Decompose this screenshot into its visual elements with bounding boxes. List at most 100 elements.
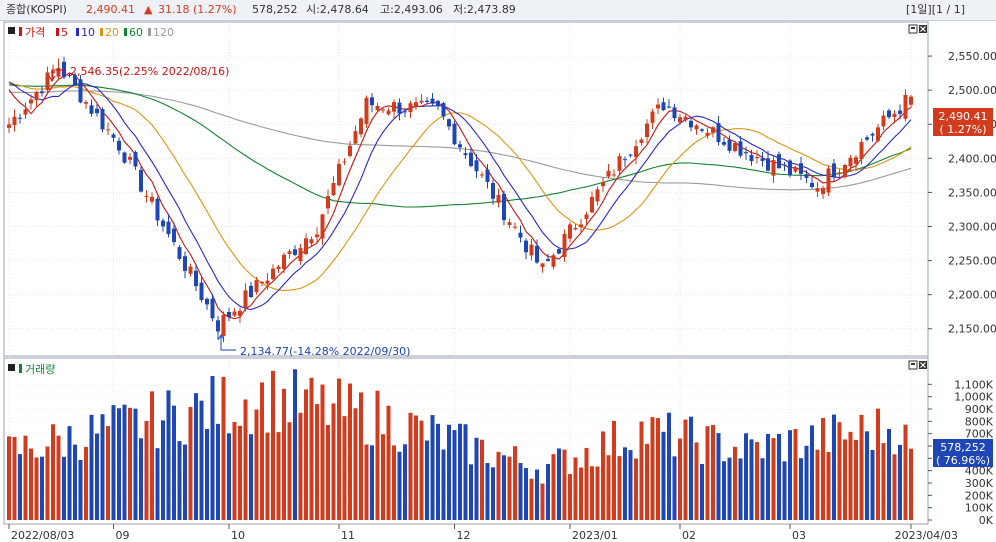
volume-bar [287, 422, 292, 520]
legend-ma10-swatch [76, 28, 79, 36]
volume-bar [29, 448, 33, 520]
legend-price[interactable]: 가격 [25, 26, 45, 39]
volume-bar [639, 421, 644, 520]
candle-body [848, 157, 853, 167]
volume-bar [540, 483, 545, 520]
legend-volume[interactable]: 거래량 [25, 363, 55, 376]
last-change-label: ( 1.27%) [939, 123, 986, 136]
price-panel-controls [908, 24, 927, 34]
volume-bar [254, 409, 259, 520]
candle-body [452, 123, 457, 145]
volume-bar [524, 468, 528, 520]
candle-body [612, 174, 616, 176]
volume-tick-label: 800K [965, 415, 994, 428]
min-annotation-arrow [217, 334, 225, 341]
candle-body [100, 109, 105, 130]
volume-bar [133, 408, 138, 520]
candle-body [320, 214, 325, 239]
max-annotation-arrow [48, 75, 56, 82]
max-annotation: 2,546.35(2.25% 2022/08/16) [48, 65, 229, 82]
candle-body [210, 298, 215, 319]
legend-ma20[interactable]: 20 [105, 26, 119, 39]
volume-bar [216, 423, 220, 520]
candle-body [370, 97, 374, 106]
candle-body [529, 244, 534, 256]
volume-bar [375, 390, 380, 520]
candle-body [238, 310, 242, 316]
candle-body [892, 113, 897, 117]
volume-bar [304, 389, 308, 520]
volume-bar [194, 393, 198, 520]
volume-bar [793, 429, 798, 520]
volume-bar [502, 455, 506, 520]
candle-body [634, 146, 638, 157]
legend-price-swatch [19, 27, 22, 36]
candle-body [188, 266, 193, 274]
volume-bar [78, 460, 83, 520]
candle-body [155, 198, 160, 221]
candle-body [18, 117, 22, 119]
legend-ma120[interactable]: 120 [153, 26, 174, 39]
candles [7, 56, 913, 343]
date-tick-label: 2022/08/03 [11, 529, 74, 542]
last-volume-label: 578,252 [940, 441, 986, 454]
date-tick-label: 02 [682, 529, 696, 542]
candle-body [326, 196, 330, 209]
volume-bar [364, 444, 369, 520]
ma60-line [8, 84, 912, 208]
volume-bar [859, 414, 864, 520]
last-price-box: 2,490.41 ( 1.27%) [933, 108, 993, 136]
price-grid [5, 22, 927, 524]
volume-bar [221, 376, 226, 520]
volume-bar [23, 435, 28, 520]
candle-body [166, 221, 171, 235]
candle-body [859, 141, 864, 160]
candle-body [502, 193, 506, 221]
volume-bar [667, 412, 671, 520]
price-legend: 가격 5 10 20 60 120 [8, 26, 174, 39]
candle-body [568, 224, 572, 239]
candle-body [249, 285, 253, 298]
candle-body [854, 157, 858, 164]
candle-body [458, 144, 462, 148]
candle-body [293, 249, 297, 255]
candle-body [733, 142, 737, 152]
candle-body [144, 195, 149, 197]
current-price: 2,490.41 [86, 3, 135, 16]
candle-body [518, 232, 523, 238]
min-annotation-text: 2,134.77(-14.28% 2022/09/30) [240, 345, 410, 358]
header-bar: 종합(KOSPI) 2,490.41 ▲ 31.18 (1.27%) 578,2… [0, 0, 996, 21]
date-axis-ticks: 2022/08/03 09 10 11 12 2023/01 02 03 2023/04/03 [8, 524, 958, 542]
volume-bar [799, 458, 803, 520]
candle-body [623, 159, 627, 161]
volume-bar [766, 433, 770, 520]
volume-bar [232, 421, 237, 520]
candle-body [546, 258, 550, 261]
volume-bar [326, 424, 330, 520]
volume-bar [606, 455, 611, 520]
candle-body [727, 139, 732, 151]
candle-body [161, 220, 165, 227]
candle-body [485, 169, 490, 182]
date-tick-label: 11 [341, 529, 355, 542]
volume-bar [887, 429, 891, 520]
legend-ma5[interactable]: 5 [61, 26, 68, 39]
volume-bar [227, 433, 231, 520]
volume-bar [650, 417, 655, 520]
candle-body [463, 153, 468, 156]
page-info[interactable]: [1일][1 / 1] [906, 3, 965, 16]
volume-bar [447, 424, 451, 520]
volume-tick-label: 1,000K [954, 391, 993, 404]
legend-ma10[interactable]: 10 [81, 26, 95, 39]
candle-body [447, 119, 451, 127]
index-title: 종합(KOSPI) [6, 3, 67, 16]
volume-bar [529, 478, 534, 520]
volume-bar [876, 408, 880, 520]
volume-bar [150, 391, 154, 520]
legend-ma60[interactable]: 60 [129, 26, 143, 39]
date-tick-label: 03 [792, 529, 806, 542]
candle-body [722, 142, 726, 145]
candle-body [359, 118, 363, 135]
volume-bar [271, 370, 275, 520]
